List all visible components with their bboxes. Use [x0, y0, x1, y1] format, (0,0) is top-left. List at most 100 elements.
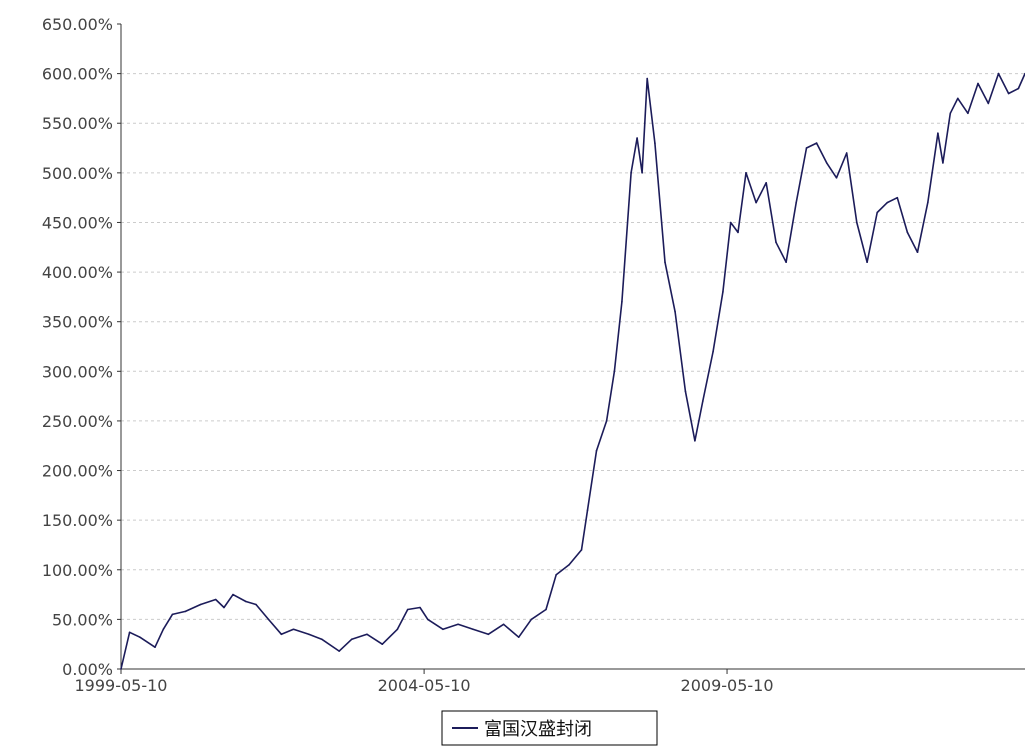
- data-point: [457, 623, 459, 626]
- data-point: [223, 606, 225, 609]
- series-line: [120, 72, 1025, 670]
- y-tick-label: 600.00%: [42, 65, 113, 84]
- data-point: [694, 440, 696, 442]
- data-point: [896, 196, 899, 199]
- data-point: [366, 633, 368, 636]
- y-tick-labels: 0.00% 50.00% 100.00% 150.00% 200.00% 250.00% 3…: [42, 15, 121, 679]
- data-point: [722, 291, 724, 293]
- data-point: [442, 628, 444, 631]
- y-tick-label: 350.00%: [42, 313, 113, 332]
- data-point: [586, 509, 589, 512]
- data-point: [280, 633, 283, 636]
- data-point: [949, 112, 952, 115]
- data-point: [795, 201, 797, 204]
- series-layer: [120, 72, 1025, 670]
- data-point: [916, 251, 919, 253]
- data-point: [427, 618, 429, 621]
- data-point: [906, 231, 909, 234]
- data-point: [568, 564, 570, 566]
- data-point: [472, 628, 474, 631]
- data-point: [139, 636, 141, 638]
- y-tick-label: 250.00%: [42, 412, 113, 431]
- data-point: [702, 400, 704, 402]
- data-point: [128, 631, 131, 634]
- data-point: [605, 420, 608, 422]
- data-point: [530, 618, 533, 621]
- data-point: [517, 636, 520, 638]
- x-tick-labels: 1999-05-10 2004-05-10 2009-05-10: [75, 669, 774, 695]
- data-point: [654, 142, 656, 144]
- data-point: [997, 72, 1000, 75]
- data-point: [120, 668, 122, 670]
- data-point: [171, 613, 174, 616]
- data-point: [320, 638, 323, 640]
- data-point: [419, 606, 421, 609]
- legend: 富国汉盛封闭: [441, 710, 658, 746]
- data-point: [621, 301, 623, 303]
- data-point: [214, 598, 217, 601]
- data-point: [937, 132, 939, 134]
- data-point: [381, 643, 384, 645]
- y-tick-label: 400.00%: [42, 263, 113, 282]
- data-point: [845, 152, 848, 154]
- data-point: [184, 610, 187, 613]
- axes: [120, 24, 1025, 670]
- grid-lines: [121, 73, 1025, 620]
- y-tick-label: 300.00%: [42, 362, 113, 381]
- y-tick-label: 50.00%: [52, 610, 113, 629]
- data-point: [255, 603, 257, 606]
- data-point: [876, 211, 878, 214]
- data-point: [957, 97, 959, 100]
- y-tick-label: 650.00%: [42, 15, 113, 34]
- data-point: [292, 628, 295, 631]
- data-point: [729, 221, 732, 224]
- data-point: [154, 646, 156, 648]
- data-point: [835, 177, 838, 179]
- data-point: [555, 573, 557, 576]
- legend-series-label: 富国汉盛封闭: [484, 719, 592, 740]
- data-point: [856, 221, 858, 224]
- data-point: [636, 137, 638, 139]
- data-point: [942, 162, 944, 164]
- data-point: [664, 261, 666, 264]
- y-tick-label: 100.00%: [42, 561, 113, 580]
- data-point: [927, 201, 929, 204]
- data-point: [199, 603, 202, 606]
- data-point: [580, 549, 583, 551]
- y-tick-label: 500.00%: [42, 164, 113, 183]
- data-point: [502, 623, 505, 626]
- data-point: [487, 633, 490, 636]
- data-point: [967, 112, 969, 115]
- data-point: [641, 172, 643, 174]
- data-point: [775, 241, 777, 244]
- data-point: [1007, 92, 1010, 95]
- x-tick-label: 1999-05-10: [75, 676, 168, 695]
- data-point: [338, 650, 341, 652]
- data-point: [866, 261, 868, 264]
- data-point: [977, 82, 979, 85]
- data-point: [765, 182, 767, 184]
- y-tick-label: 0.00%: [62, 660, 113, 679]
- data-point: [646, 77, 648, 80]
- data-point: [785, 261, 787, 264]
- data-point: [886, 201, 889, 204]
- x-tick-label: 2004-05-10: [378, 676, 471, 695]
- data-point: [545, 608, 547, 611]
- y-tick-label: 450.00%: [42, 213, 113, 232]
- data-point: [351, 638, 353, 640]
- y-tick-label: 150.00%: [42, 511, 113, 530]
- y-tick-label: 200.00%: [42, 462, 113, 481]
- data-point: [162, 628, 165, 631]
- data-point: [308, 633, 310, 636]
- data-point: [406, 608, 409, 611]
- data-point: [745, 172, 747, 174]
- data-point: [825, 162, 828, 164]
- data-point: [755, 201, 757, 204]
- data-point: [737, 231, 739, 234]
- data-point: [1017, 87, 1020, 90]
- data-point: [712, 350, 714, 353]
- data-point: [396, 628, 399, 631]
- y-tick-label: 550.00%: [42, 114, 113, 133]
